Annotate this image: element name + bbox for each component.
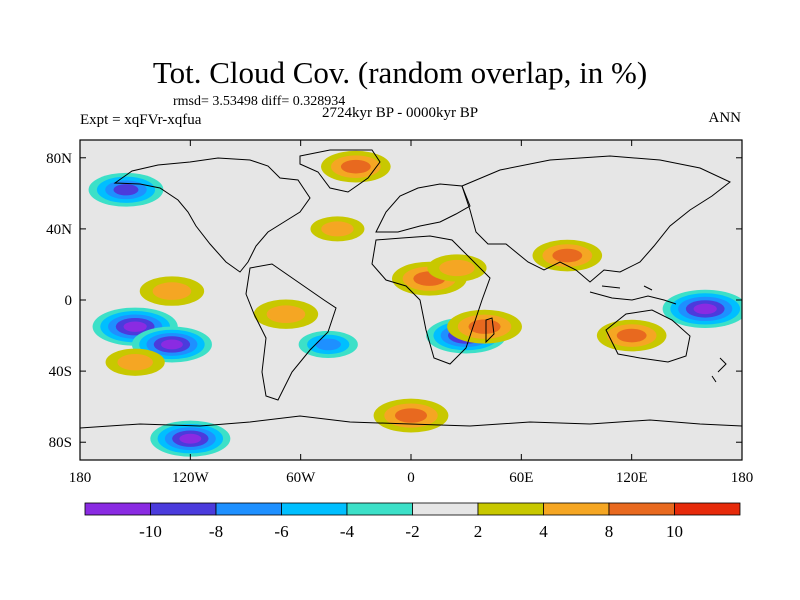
x-tick-label: 0 [407,470,415,486]
y-tick-label: 0 [65,293,73,309]
anomaly-contour [340,159,371,174]
x-tick-label: 180 [69,470,92,486]
x-tick-label: 60E [509,470,533,486]
colorbar-swatch [281,502,348,516]
chart-title: Tot. Cloud Cov. (random overlap, in %) [152,55,648,90]
coastline-europe [375,183,471,233]
coastline-new-zealand [711,357,727,383]
x-tick-label: 120E [616,470,648,486]
anomaly-cell [131,326,212,363]
colorbar-label: -8 [209,522,223,541]
x-tick-label: 180 [731,470,754,486]
colorbar-label: -10 [139,522,162,541]
anomaly-contour [552,248,583,263]
rmsd-diff-stats: rmsd= 3.53498 diff= 0.328934 [173,94,346,109]
anomaly-contour [117,354,153,371]
anomaly-cell [596,319,667,352]
anomaly-contour [616,328,647,343]
colorbar-swatch [84,502,151,516]
coastline-indonesia [589,285,677,305]
anomaly-contour [321,221,354,237]
anomaly-contour [693,303,717,315]
colorbar: -10 -8 -6 -4 -2 2 4 8 10 [84,502,741,541]
anomaly-contour [123,321,147,332]
colorbar-label: 4 [539,522,548,541]
colorbar-label: -4 [340,522,355,541]
y-axis: 80N 40N 0 40S 80S [46,151,742,451]
colorbar-label: 8 [605,522,614,541]
colorbar-label: 2 [474,522,483,541]
coastline-south-america [245,263,337,401]
period-label: 2724kyr BP - 0000kyr BP [322,105,479,121]
colorbar-swatch [346,502,413,516]
y-tick-label: 80N [46,151,72,167]
y-tick-label: 80S [49,435,72,451]
anomaly-contour [161,339,183,350]
anomaly-contour [179,433,202,444]
coastline-australia [605,309,691,363]
anomaly-contour [315,338,341,351]
anomaly-cell [253,299,319,329]
anomaly-contour [113,184,139,196]
colorbar-swatch [674,502,741,516]
colorbar-swatch [412,502,479,516]
colorbar-label: -6 [274,522,288,541]
anomaly-cell [427,254,487,282]
anomaly-cell [321,150,391,183]
colorbar-swatch [150,502,217,516]
x-tick-label: 60W [286,470,316,486]
anomaly-cell [447,309,522,344]
coastline-africa [371,235,491,365]
anomaly-cell [532,239,603,272]
anomaly-cell [88,172,164,207]
experiment-label: Expt = xqFVr-xqfua [80,112,202,128]
season-label: ANN [708,110,742,126]
coastlines [80,149,742,429]
anomaly-contour [439,259,475,277]
y-tick-label: 40N [46,222,72,238]
colorbar-swatch [215,502,282,516]
anomaly-contour [266,305,306,324]
anomaly-cell [373,398,449,433]
y-tick-label: 40S [49,364,72,380]
anomaly-field [88,150,742,457]
anomaly-cell [139,276,205,306]
coastline-north-america [113,157,311,273]
x-tick-label: 120W [172,470,210,486]
anomaly-contour [152,282,192,300]
coastline-antarctica [80,415,742,429]
x-axis: 180 120W 60W 0 60E 120E 180 [69,140,754,486]
anomaly-cell [105,348,165,376]
colorbar-swatch [543,502,610,516]
colorbar-swatch [608,502,675,516]
coastline-greenland [299,149,381,193]
anomaly-cell [150,420,231,457]
colorbar-label: -2 [405,522,419,541]
colorbar-label: 10 [666,522,683,541]
anomaly-contour [394,408,428,423]
anomaly-cell [298,330,358,359]
colorbar-swatch [477,502,544,516]
coastline-madagascar [485,317,495,344]
anomaly-cell [310,216,365,242]
anomaly-cell [662,289,742,328]
coastline-asia [461,155,731,283]
